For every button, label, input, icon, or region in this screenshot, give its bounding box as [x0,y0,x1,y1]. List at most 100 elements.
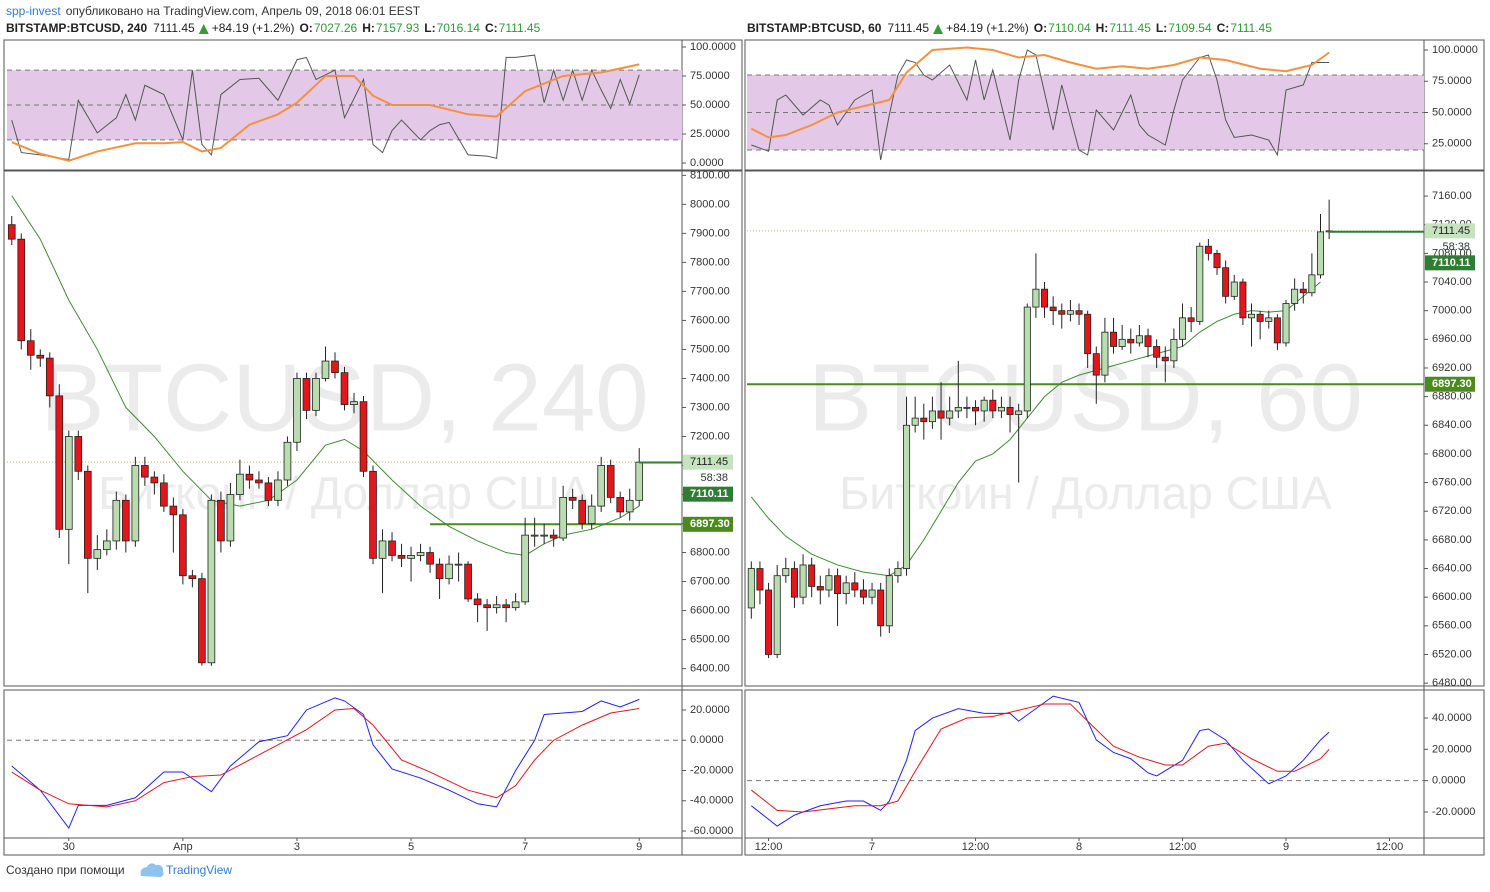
candle-body [492,604,501,609]
candle-body [1015,410,1023,415]
level-label: 6897.30 [1432,378,1472,390]
candle-body [877,589,885,627]
header-text: O: [1034,21,1047,35]
candle-body [1118,338,1126,347]
x-tick-label: 7 [522,841,528,853]
candle-body [1101,331,1109,376]
candle-body [454,563,463,566]
candle-body [937,410,945,419]
y-tick-label: 0.0000 [690,734,724,746]
y-tick-label: 50.0000 [690,99,730,111]
candle-body [7,224,16,240]
pane-frame [744,170,1485,687]
macd-line [11,707,640,808]
candle-body [1291,288,1299,304]
y-tick-label: 6960.00 [1432,333,1472,345]
candle-body [1213,252,1221,269]
candle-body [606,465,615,498]
candle-body [568,497,577,501]
last-price-label-bg [1425,223,1475,239]
y-tick-label: 7300.00 [690,401,730,413]
x-axis-frame [744,837,1485,856]
candle-body [359,401,368,472]
candle-body [17,238,26,342]
author-link[interactable]: spp-invest [6,4,61,18]
close-price-label-bg [1425,255,1475,271]
candle-body [597,465,606,507]
candle-body [217,499,225,542]
header-text: L: [424,21,435,35]
candle-body [55,395,64,530]
y-tick-label: -20.0000 [690,764,733,776]
candle-body [1204,245,1212,254]
header-text: 7111.45 [1230,21,1272,35]
up-triangle [933,24,944,34]
footer-brand[interactable]: TradingView [166,863,232,877]
y-tick-label: 40.0000 [1432,712,1472,724]
header-text: H: [362,21,375,35]
level-label-bg [683,516,733,532]
candle-body [321,360,330,379]
y-tick-label: -60.0000 [690,825,733,837]
logo-cloud [140,863,164,877]
close-price-label: 7110.11 [690,488,729,500]
candle-body [1127,338,1135,344]
watermark-sub: Биткоин / Доллар США [839,467,1332,519]
candle-body [1066,310,1074,315]
candle-body [131,465,140,542]
candle-body [851,582,859,591]
candle-body [1170,338,1178,362]
macd-line [11,697,640,830]
candle-body [825,575,833,591]
candle-body [188,575,197,580]
candle-body [972,406,980,412]
candle-body [616,497,625,513]
header-text: +84.19 (+1.2%) [212,21,295,35]
x-tick-label: Апр [173,841,192,853]
y-tick-label: 6720.00 [1432,505,1472,517]
y-tick-label: 6920.00 [1432,362,1472,374]
published-note: опубликовано на TradingView.com, Апрель … [66,4,421,18]
y-tick-label: 6800.00 [690,546,730,558]
candle-body [160,482,168,507]
candle-body [1187,317,1195,322]
candle-body [1248,313,1256,319]
candle-body [350,401,358,405]
candle-body [1075,310,1083,315]
y-tick-label: 6680.00 [1432,534,1472,546]
candle-body [756,568,764,591]
candle-body [816,586,824,591]
candle-body [1058,310,1066,315]
x-tick-label: 12:00 [1376,841,1404,853]
candle-body [473,598,482,606]
candle-body [1196,245,1204,322]
header-text: 7111.45 [499,21,541,35]
candle-body [903,424,911,569]
candle-body [103,540,111,551]
candle-body [1265,317,1273,322]
x-tick-label: 5 [408,841,414,853]
y-tick-label: 7200.00 [690,430,730,442]
candle-body [1222,267,1230,297]
header-text: L: [1156,21,1167,35]
candle-body [378,540,387,559]
candle-body [369,470,377,559]
last-price-label: 7111.45 [690,456,728,468]
candle-body [245,473,254,481]
header-text: BITSTAMP:BTCUSD, 240 [6,21,147,35]
header-text: H: [1096,21,1109,35]
header-text: 7111.45 [1109,21,1151,35]
candle-body [64,436,73,530]
y-tick-label: 20.0000 [1432,743,1472,755]
candle-body [340,372,349,405]
candle-body [264,482,273,501]
y-tick-label: 6480.00 [1432,677,1472,689]
candle-body [435,563,444,580]
watermark: BTCUSD, 60 [808,344,1363,451]
candle-body [963,406,971,409]
candle-body [236,473,244,495]
tradingview-logo[interactable]: TradingView [140,863,233,877]
macd-line [751,703,1330,813]
footer-text: Создано при помощи [6,863,125,877]
